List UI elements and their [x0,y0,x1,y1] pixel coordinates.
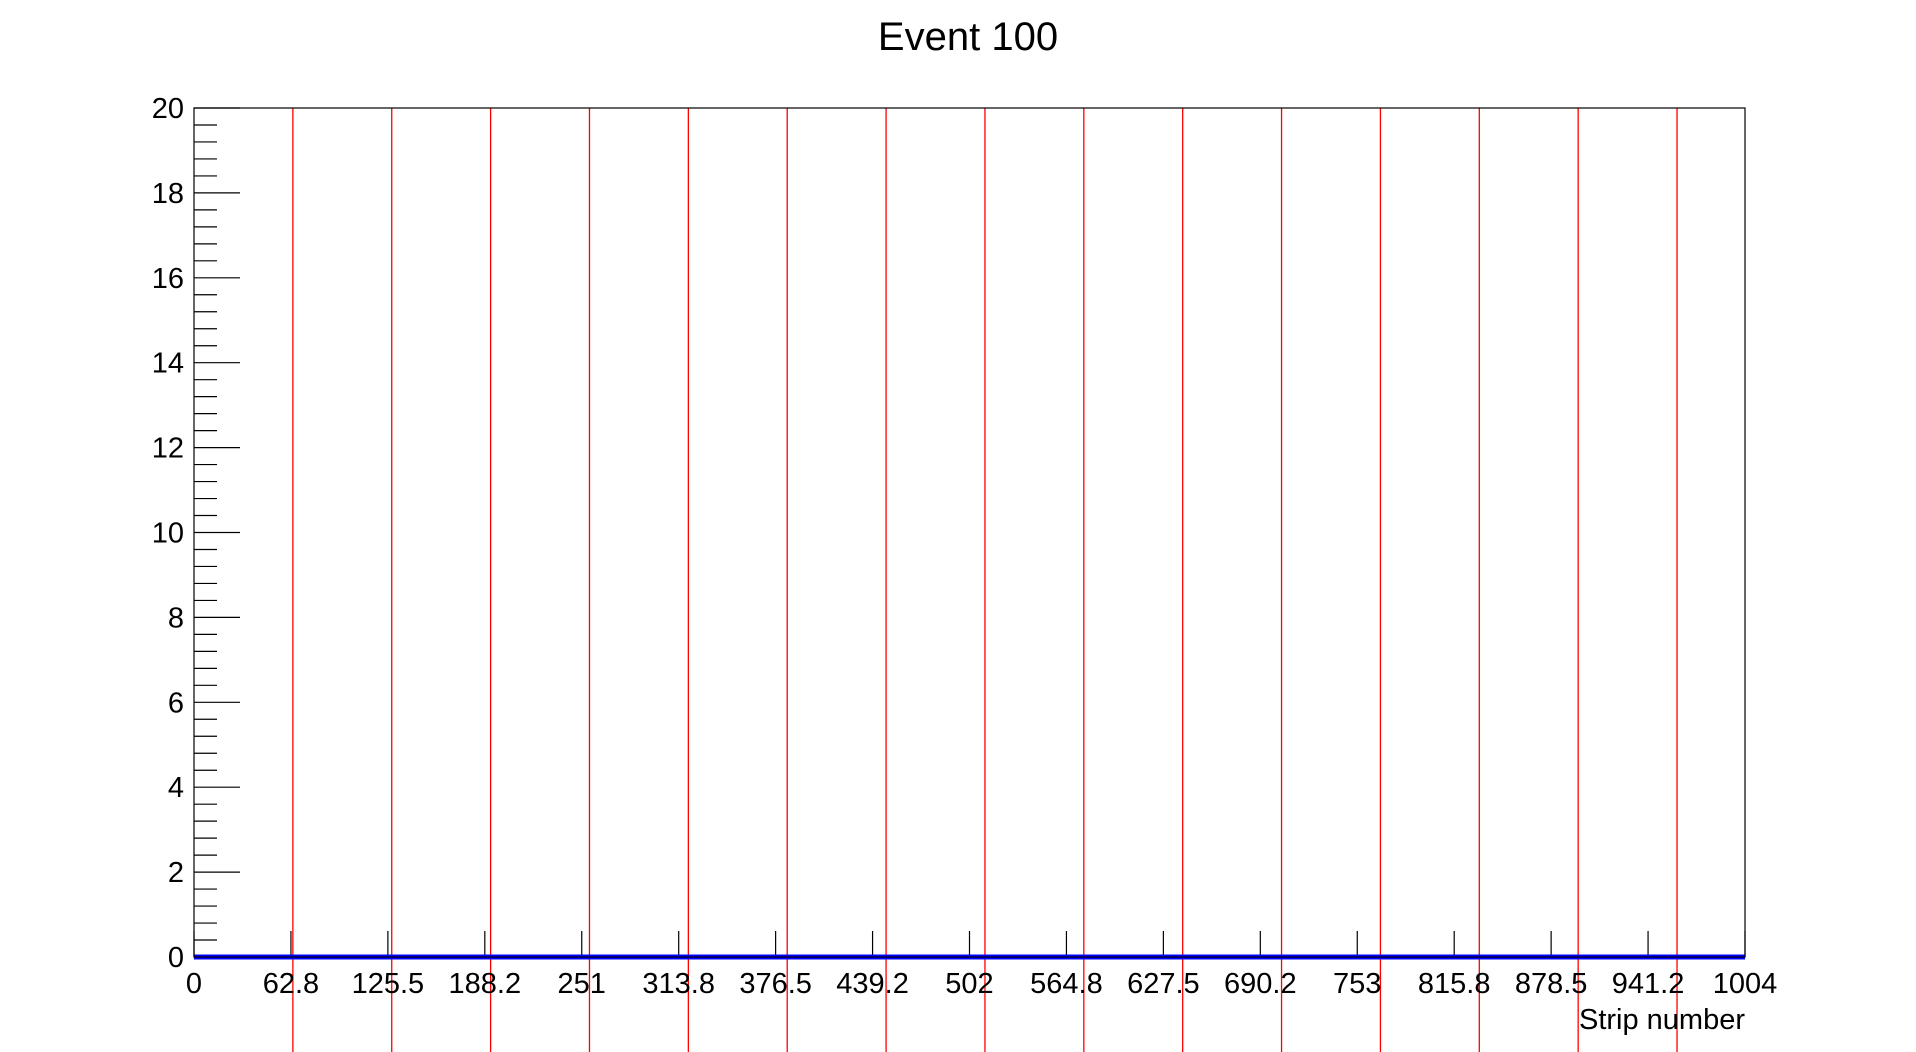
y-tick-label: 14 [152,348,184,380]
y-tick-label: 6 [168,687,184,719]
chart-title: Event 100 [878,15,1058,59]
x-tick-label: 690.2 [1224,968,1297,1000]
x-tick-label: 0 [186,968,202,1000]
plot-frame [193,107,1746,958]
x-tick-label: 627.5 [1127,968,1200,1000]
y-tick-label: 20 [152,93,184,125]
y-tick-label: 12 [152,433,184,465]
y-tick-label: 16 [152,263,184,295]
y-tick-label: 8 [168,602,184,634]
vertical-markers [292,108,1678,1052]
x-tick-label: 941.2 [1612,968,1685,1000]
x-tick-label: 753 [1333,968,1381,1000]
x-tick-label: 1004 [1713,968,1778,1000]
x-tick-label: 564.8 [1030,968,1103,1000]
x-tick-label: 502 [945,968,993,1000]
x-tick-label: 313.8 [642,968,715,1000]
y-tick-label: 10 [152,518,184,550]
x-tick-label: 878.5 [1515,968,1588,1000]
y-tick-label: 4 [168,772,184,804]
y-tick-label: 2 [168,857,184,889]
x-tick-label: 125.5 [352,968,425,1000]
y-tick-label: 0 [168,942,184,974]
x-tick-label: 439.2 [836,968,909,1000]
x-tick-label: 188.2 [449,968,522,1000]
x-tick-label: 62.8 [263,968,319,1000]
x-tick-label: 376.5 [739,968,812,1000]
y-axis: 0 2 4 6 8 10 12 14 16 18 20 [152,93,240,974]
x-axis: 0 62.8 125.5 188.2 251 313.8 376.5 439.2 502 564.… [186,931,1777,1000]
x-axis-label: Strip number [1579,1004,1745,1036]
y-tick-label: 18 [152,178,184,210]
x-tick-label: 251 [558,968,606,1000]
x-tick-label: 815.8 [1418,968,1491,1000]
